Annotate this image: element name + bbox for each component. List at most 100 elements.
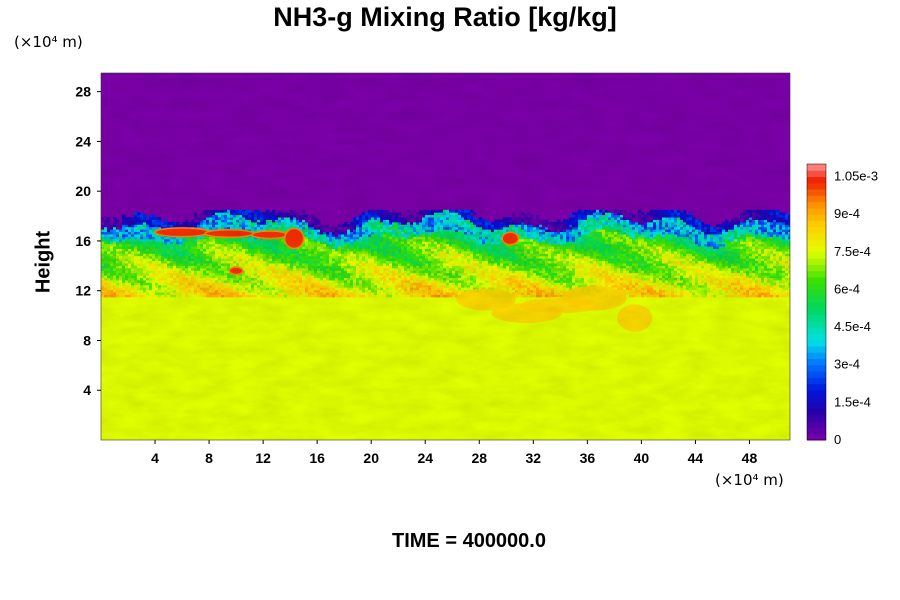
mixing-cell [311,272,315,276]
mixing-cell [380,292,384,295]
mixing-cell [125,265,129,269]
mixing-cell [251,263,255,266]
mixing-cell [281,260,285,264]
mixing-cell [410,294,414,298]
mixing-cell [233,289,237,293]
mixing-cell [152,272,156,276]
mixing-cell [593,260,597,264]
mixing-cell [770,279,774,283]
mixing-cell [491,275,495,278]
mixing-cell [734,279,738,283]
mixing-cell [347,277,351,281]
mixing-cell [779,279,783,283]
mixing-cell [110,272,114,276]
mixing-cell [137,258,141,262]
mixing-cell [299,263,303,266]
mixing-cell [248,263,252,266]
mixing-cell [425,277,429,281]
mixing-cell [788,292,790,295]
mixing-cell [287,260,291,264]
mixing-cell [512,267,516,271]
mixing-cell [365,279,369,283]
mixing-cell [104,260,108,264]
mixing-cell [701,272,705,276]
mixing-cell [338,289,342,293]
mixing-cell [449,287,453,291]
mixing-cell [686,289,690,293]
mixing-cell [215,277,219,281]
mixing-cell [260,279,264,283]
mixing-cell [437,267,441,271]
mixing-cell [437,292,441,295]
mixing-cell [497,284,501,288]
mixing-cell [104,275,108,278]
mixing-cell [749,284,753,288]
mixing-cell [593,272,597,276]
mixing-cell [533,279,537,283]
mixing-cell [380,263,384,266]
mixing-cell [179,277,183,281]
mixing-cell [695,275,699,278]
mixing-cell [662,284,666,288]
mixing-cell [131,287,135,291]
mixing-cell [680,284,684,288]
mixing-cell [542,275,546,278]
mixing-cell [206,287,210,291]
mixing-cell [116,270,120,274]
mixing-cell [401,277,405,281]
mixing-cell [335,287,339,291]
mixing-cell [605,279,609,283]
mixing-cell [200,279,204,283]
mixing-cell [272,294,276,298]
mixing-cell [542,294,546,298]
mixing-cell [326,267,330,271]
mixing-cell [305,282,309,286]
mixing-cell [392,284,396,288]
mixing-cell [695,287,699,291]
mixing-cell [755,275,759,278]
mixing-cell [752,267,756,271]
mixing-cell [119,265,123,269]
mixing-cell [515,272,519,276]
mixing-cell [428,284,432,288]
mixing-cell [338,287,342,291]
mixing-cell [518,287,522,291]
mixing-cell [401,272,405,276]
mixing-cell [545,277,549,281]
mixing-cell [560,282,564,286]
mixing-cell [452,277,456,281]
mixing-cell [605,284,609,288]
mixing-cell [590,260,594,264]
mixing-cell [692,270,696,274]
mixing-cell [368,282,372,286]
mixing-cell [698,292,702,295]
mixing-cell [386,260,390,264]
mixing-cell [785,287,789,291]
mixing-cell [179,282,183,286]
mixing-cell [440,265,444,269]
mixing-cell [632,282,636,286]
mixing-cell [461,279,465,283]
mixing-cell [434,263,438,266]
mixing-cell [161,284,165,288]
mixing-cell [179,260,183,264]
mixing-cell [287,289,291,293]
mixing-cell [647,294,651,298]
mixing-cell [719,284,723,288]
mixing-cell [548,265,552,269]
mixing-cell [677,270,681,274]
mixing-cell [272,260,276,264]
mixing-cell [335,265,339,269]
mixing-cell [260,272,264,276]
mixing-cell [752,279,756,283]
mixing-cell [620,265,624,269]
mixing-cell [191,284,195,288]
mixing-cell [197,267,201,271]
mixing-cell [395,270,399,274]
mixing-cell [377,267,381,271]
mixing-cell [521,292,525,295]
mixing-cell [203,275,207,278]
mixing-cell [416,279,420,283]
mixing-cell [686,265,690,269]
mixing-cell [299,289,303,293]
